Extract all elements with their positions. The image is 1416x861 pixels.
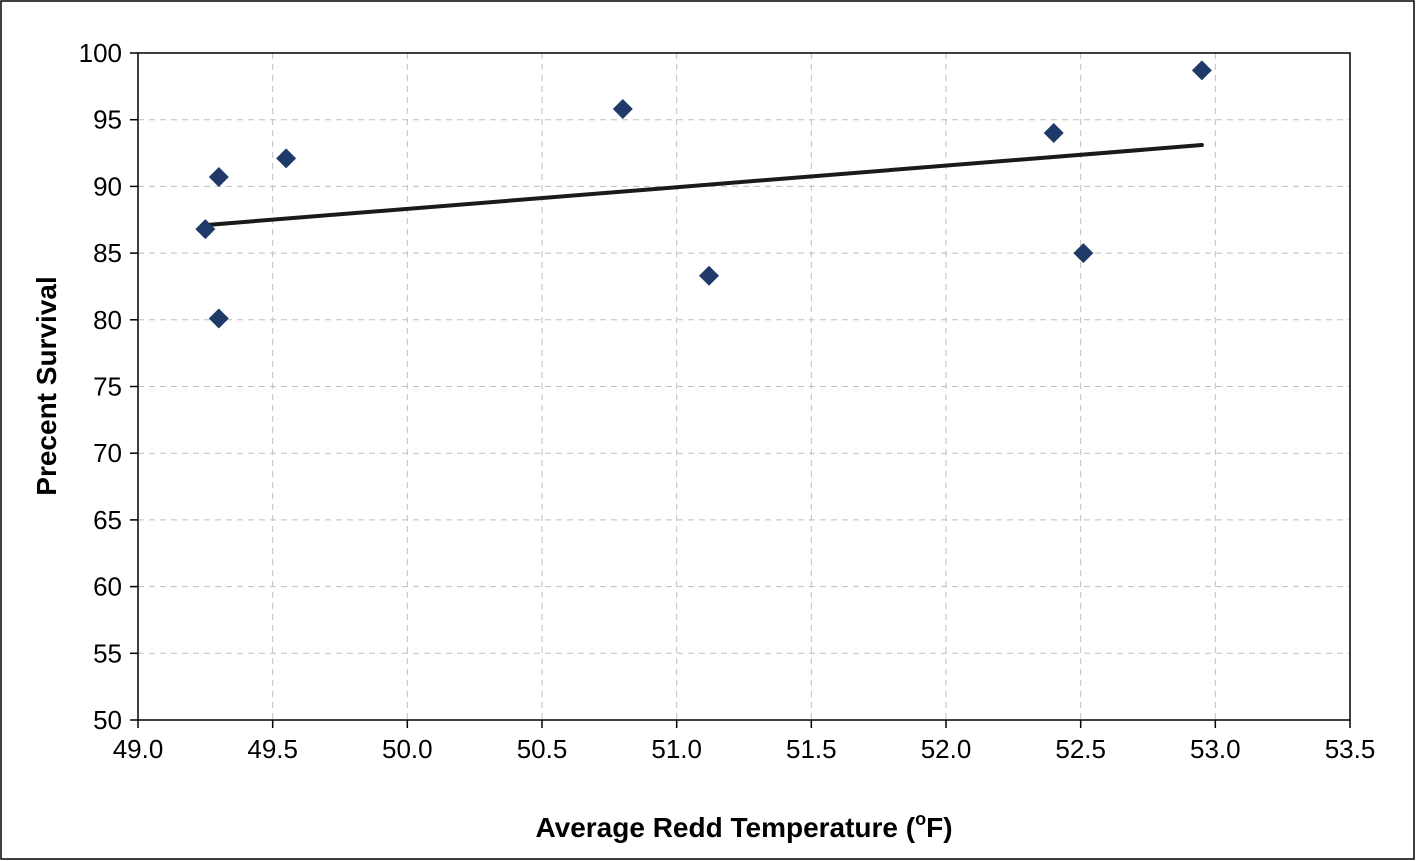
data-points [195, 60, 1212, 329]
x-axis-title-main: Average Redd Temperature ( [535, 812, 915, 843]
y-tick-label: 90 [93, 171, 122, 201]
x-axis-title-unit: F) [926, 812, 952, 843]
y-tick-label: 60 [93, 572, 122, 602]
x-axis-title: Average Redd Temperature (oF) [535, 809, 952, 843]
y-tick-label: 85 [93, 238, 122, 268]
x-tick-label: 52.0 [921, 734, 972, 764]
data-point [195, 219, 216, 240]
y-tick-label: 50 [93, 705, 122, 735]
y-tick-label: 100 [79, 38, 122, 68]
data-point [1073, 243, 1094, 264]
data-point [1043, 123, 1064, 144]
data-point [698, 265, 719, 286]
y-tick-label: 65 [93, 505, 122, 535]
x-tick-label: 53.0 [1190, 734, 1241, 764]
x-tick-label: 51.0 [651, 734, 702, 764]
data-point [1191, 60, 1212, 81]
x-tick-label: 49.5 [247, 734, 298, 764]
data-point [208, 308, 229, 329]
y-tick-label: 55 [93, 638, 122, 668]
y-tick-label: 70 [93, 438, 122, 468]
y-tick-label: 95 [93, 105, 122, 135]
y-axis-title: Precent Survival [31, 276, 62, 495]
y-tick-label: 80 [93, 305, 122, 335]
data-point [276, 148, 297, 169]
x-tick-label: 52.5 [1055, 734, 1106, 764]
axis-ticks: 49.0 49.5 50.0 50.5 51.0 51.5 52.0 52.5 53.0 53.5… [79, 38, 1376, 764]
trendline-group [203, 143, 1204, 228]
x-tick-label: 49.0 [113, 734, 164, 764]
x-tick-label: 53.5 [1325, 734, 1376, 764]
y-tick-label: 75 [93, 372, 122, 402]
trendline [203, 143, 1204, 228]
data-point [612, 99, 633, 120]
x-tick-label: 51.5 [786, 734, 837, 764]
data-point [208, 167, 229, 188]
x-tick-label: 50.5 [517, 734, 568, 764]
x-axis-title-superscript: o [915, 809, 926, 829]
x-tick-label: 50.0 [382, 734, 433, 764]
